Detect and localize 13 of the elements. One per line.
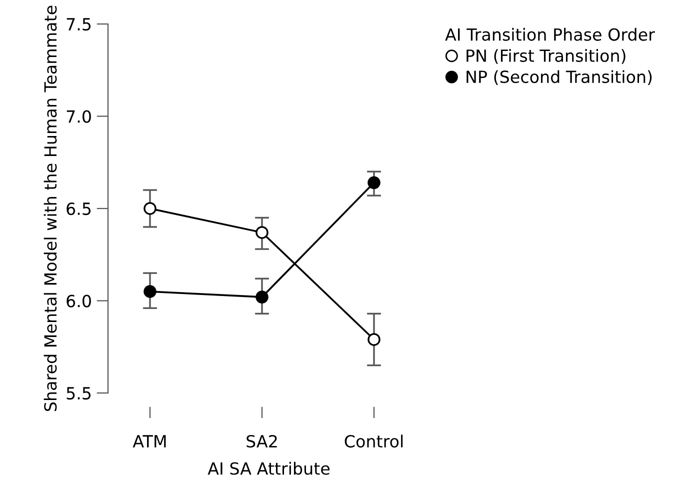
- legend-label: NP (Second Transition): [466, 70, 652, 86]
- y-tick-label: 6.0: [66, 294, 91, 308]
- x-tick-label: SA2: [246, 434, 277, 448]
- y-tick-label: 7.5: [66, 18, 91, 31]
- x-axis-title: AI SA Attribute: [208, 462, 330, 475]
- y-tick-label: 6.5: [66, 202, 91, 216]
- x-tick-label: Control: [344, 434, 403, 448]
- x-tick-label: ATM: [132, 435, 166, 448]
- y-axis-title: Shared Mental Model with the Human Teammate: [44, 6, 57, 411]
- legend-label: PN (First Transition): [466, 49, 626, 64]
- y-tick-label: 7.0: [66, 110, 91, 123]
- y-tick-label: 5.5: [66, 387, 91, 400]
- legend-title: AI Transition Phase Order: [445, 28, 655, 41]
